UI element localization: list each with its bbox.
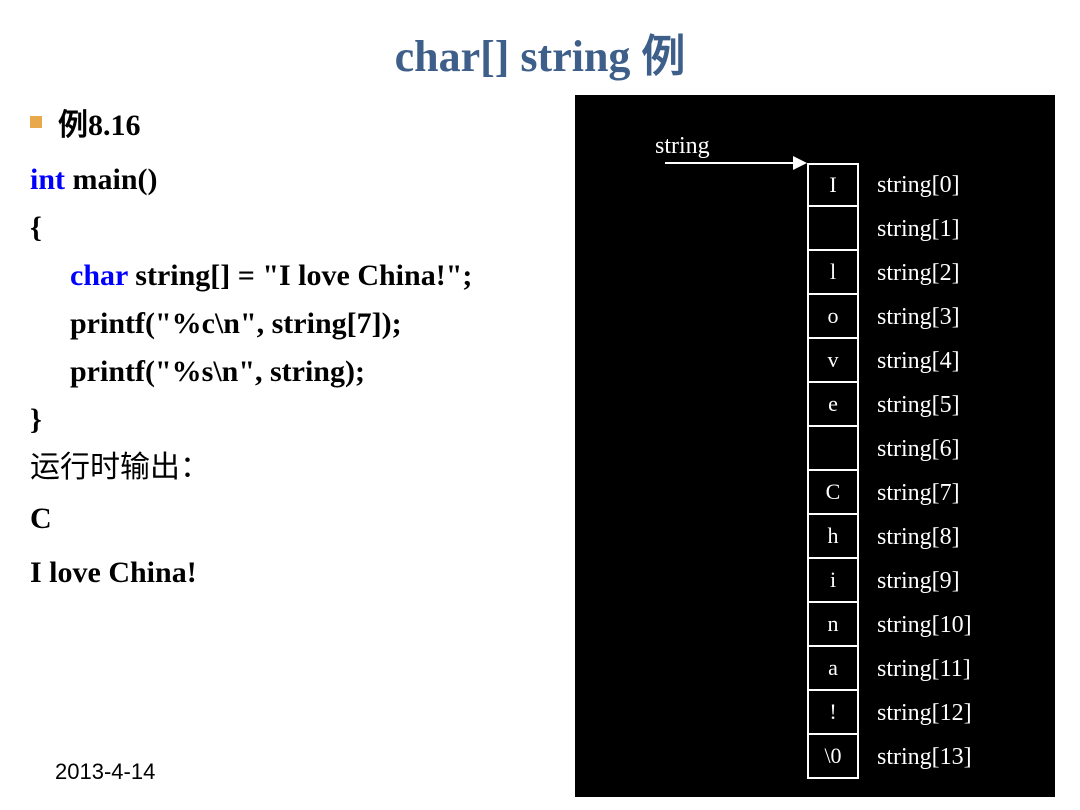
cell-box: e <box>807 383 859 427</box>
slide-title: char[] string 例 <box>0 0 1080 94</box>
code-line-6: } <box>30 396 570 444</box>
memory-diagram: string Istring[0]string[1]lstring[2]ostr… <box>575 95 1055 797</box>
cell-label: string[9] <box>877 568 960 595</box>
cell-row: Istring[0] <box>807 163 972 207</box>
diagram-header: string <box>655 133 710 160</box>
cell-label: string[3] <box>877 304 960 331</box>
cell-row: n string[10] <box>807 603 972 647</box>
cell-row: o string[3] <box>807 295 972 339</box>
bullet-icon <box>30 116 42 128</box>
cell-box: v <box>807 339 859 383</box>
cell-row: ! string[12] <box>807 691 972 735</box>
cell-row: h string[8] <box>807 515 972 559</box>
cell-label: string[0] <box>877 172 960 199</box>
cell-box: ! <box>807 691 859 735</box>
output-label: 运行时输出： <box>30 444 570 492</box>
cell-row: e string[5] <box>807 383 972 427</box>
cells-container: Istring[0] string[1] l string[2] o string[3] v… <box>807 163 972 779</box>
code-line-1: int main() <box>30 156 570 204</box>
cell-row: string[1] <box>807 207 972 251</box>
code-line-2: { <box>30 204 570 252</box>
cell-label: string[8] <box>877 524 960 551</box>
example-label: 例8.16 <box>58 100 141 144</box>
cell-label: string[1] <box>877 216 960 243</box>
keyword-int: int <box>30 163 65 196</box>
slide: char[] string 例 例8.16 int main() { char … <box>0 0 1080 810</box>
cell-box: o <box>807 295 859 339</box>
keyword-char: char <box>70 259 128 292</box>
cell-box: h <box>807 515 859 559</box>
output-1: C <box>30 492 570 546</box>
cell-box: I <box>807 163 859 207</box>
cell-box: \0 <box>807 735 859 779</box>
cell-row: Cstring[7] <box>807 471 972 515</box>
cell-label: string[2] <box>877 260 960 287</box>
code-line-4: printf("%c\n", string[7]); <box>30 300 570 348</box>
cell-label: string[4] <box>877 348 960 375</box>
cell-label: string[13] <box>877 744 972 771</box>
cell-box <box>807 207 859 251</box>
cell-label: string[6] <box>877 436 960 463</box>
output-2: I love China! <box>30 546 570 600</box>
cell-label: string[7] <box>877 480 960 507</box>
footer-date: 2013-4-14 <box>55 759 155 785</box>
cell-row: l string[2] <box>807 251 972 295</box>
cell-box <box>807 427 859 471</box>
cell-box: i <box>807 559 859 603</box>
cell-box: C <box>807 471 859 515</box>
cell-label: string[10] <box>877 612 972 639</box>
code-main: main() <box>65 163 158 196</box>
cell-label: string[5] <box>877 392 960 419</box>
code-decl: string[] = "I love China!"; <box>128 259 473 292</box>
content-area: 例8.16 int main() { char string[] = "I lo… <box>30 100 570 600</box>
cell-row: i string[9] <box>807 559 972 603</box>
cell-row: v string[4] <box>807 339 972 383</box>
cell-label: string[11] <box>877 656 971 683</box>
cell-box: l <box>807 251 859 295</box>
cell-row: a string[11] <box>807 647 972 691</box>
cell-box: a <box>807 647 859 691</box>
code-line-3: char string[] = "I love China!"; <box>30 252 570 300</box>
code-line-5: printf("%s\n", string); <box>30 348 570 396</box>
cell-row: \0 string[13] <box>807 735 972 779</box>
bullet-line: 例8.16 <box>30 100 570 144</box>
cell-label: string[12] <box>877 700 972 727</box>
cell-box: n <box>807 603 859 647</box>
cell-row: string[6] <box>807 427 972 471</box>
arrow-icon <box>665 162 805 164</box>
